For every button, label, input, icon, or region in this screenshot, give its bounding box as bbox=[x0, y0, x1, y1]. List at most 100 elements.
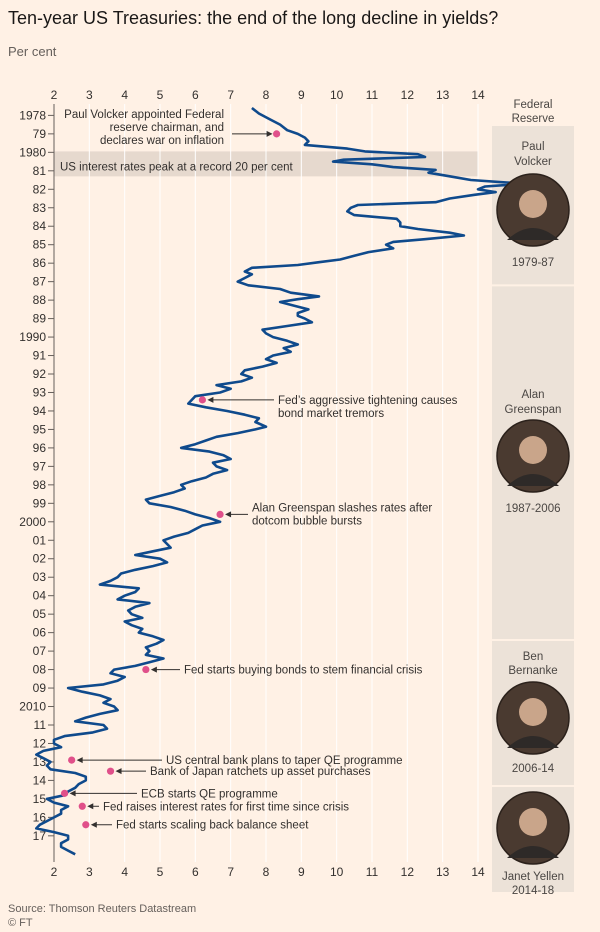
annotation-balance-sheet-arrowhead bbox=[90, 821, 97, 828]
y-tick-label: 17 bbox=[33, 829, 47, 843]
y-tick-label: 95 bbox=[33, 422, 47, 436]
annotation-volcker-line3: declares war on inflation bbox=[100, 135, 224, 147]
y-tick-label: 2010 bbox=[19, 700, 46, 714]
annotation-boj-text: Bank of Japan ratchets up asset purchase… bbox=[150, 766, 371, 778]
y-tick-label: 09 bbox=[33, 681, 47, 695]
annotation-balance-sheet-marker bbox=[82, 821, 90, 829]
fed-chair-portrait-shoulders bbox=[507, 846, 559, 858]
yield-chart: 2233445566778899101011111212131314141978… bbox=[19, 88, 574, 897]
annotation-tightening-arrowhead bbox=[207, 396, 214, 403]
x-tick-label-top: 13 bbox=[436, 88, 450, 102]
yield-line bbox=[34, 106, 526, 856]
y-tick-label: 98 bbox=[33, 478, 47, 492]
y-tick-label: 85 bbox=[33, 238, 47, 252]
fed-chair-portrait-face bbox=[519, 698, 547, 726]
x-tick-label-top: 8 bbox=[263, 88, 270, 102]
x-tick-label-top: 5 bbox=[157, 88, 164, 102]
x-tick-label-bottom: 4 bbox=[121, 865, 128, 879]
y-tick-label: 79 bbox=[33, 127, 47, 141]
y-tick-label: 1978 bbox=[19, 108, 46, 122]
x-tick-label-bottom: 6 bbox=[192, 865, 199, 879]
annotation-balance-sheet-text: Fed starts scaling back balance sheet bbox=[116, 820, 309, 832]
y-tick-label: 01 bbox=[33, 533, 47, 547]
annotation-tightening-marker bbox=[198, 396, 206, 404]
y-tick-label: 88 bbox=[33, 293, 47, 307]
y-tick-label: 03 bbox=[33, 570, 47, 584]
fed-chair-term: 1987-2006 bbox=[506, 503, 561, 515]
annotation-ecb-marker bbox=[61, 789, 69, 797]
annotation-tightening-line2: bond market tremors bbox=[278, 408, 384, 420]
annotation-boj-arrowhead bbox=[115, 768, 122, 775]
axis-unit-label: Per cent bbox=[8, 44, 57, 59]
annotation-ecb-arrowhead bbox=[69, 790, 76, 797]
annotation-fed-raise-marker bbox=[78, 802, 86, 810]
y-tick-label: 16 bbox=[33, 810, 47, 824]
y-tick-label: 92 bbox=[33, 367, 47, 381]
y-tick-label: 2000 bbox=[19, 515, 46, 529]
fed-panel-background bbox=[492, 126, 574, 892]
annotation-volcker-line2: reserve chairman, and bbox=[110, 122, 224, 134]
x-tick-label-bottom: 12 bbox=[401, 865, 415, 879]
fed-panel-heading-line2: Reserve bbox=[512, 113, 555, 125]
fed-chair-portrait-shoulders bbox=[507, 228, 559, 240]
annotation-crisis-text: Fed starts buying bonds to stem financia… bbox=[184, 665, 423, 677]
chart-title: Ten-year US Treasuries: the end of the l… bbox=[8, 8, 499, 28]
y-tick-label: 84 bbox=[33, 219, 47, 233]
fed-chair-name: Bernanke bbox=[508, 665, 557, 677]
fed-chair-portrait-shoulders bbox=[507, 474, 559, 486]
x-tick-label-top: 10 bbox=[330, 88, 344, 102]
annotation-volcker-line1: Paul Volcker appointed Federal bbox=[64, 109, 224, 121]
fed-chair-name: Alan bbox=[521, 389, 544, 401]
source-note: Source: Thomson Reuters Datastream bbox=[8, 903, 197, 915]
annotation-volcker-arrowhead bbox=[266, 130, 273, 137]
y-tick-label: 07 bbox=[33, 644, 47, 658]
y-tick-label: 93 bbox=[33, 385, 47, 399]
y-tick-label: 11 bbox=[34, 718, 47, 732]
y-tick-label: 15 bbox=[33, 792, 47, 806]
x-tick-label-top: 14 bbox=[471, 88, 485, 102]
fed-chair-name: Greenspan bbox=[505, 404, 562, 416]
y-tick-label: 97 bbox=[33, 459, 47, 473]
x-tick-label-top: 6 bbox=[192, 88, 199, 102]
x-tick-label-bottom: 11 bbox=[366, 865, 379, 879]
y-tick-label: 96 bbox=[33, 441, 47, 455]
y-tick-label: 87 bbox=[33, 275, 47, 289]
annotation-dotcom-line1: Alan Greenspan slashes rates after bbox=[252, 502, 432, 514]
x-tick-label-top: 2 bbox=[51, 88, 58, 102]
y-tick-label: 04 bbox=[33, 589, 47, 603]
annotation-tightening-line1: Fed’s aggressive tightening causes bbox=[278, 395, 458, 407]
annotation-volcker-marker bbox=[273, 130, 281, 138]
annotation-dotcom-arrowhead bbox=[225, 511, 232, 518]
fed-chair-name: Volcker bbox=[514, 156, 552, 168]
annotation-taper-text: US central bank plans to taper QE progra… bbox=[166, 755, 403, 767]
annotation-fed-raise-text: Fed raises interest rates for first time… bbox=[103, 801, 349, 813]
x-tick-label-bottom: 8 bbox=[263, 865, 270, 879]
peak-band-label: US interest rates peak at a record 20 pe… bbox=[60, 161, 293, 173]
y-tick-label: 89 bbox=[33, 312, 47, 326]
y-tick-label: 1980 bbox=[19, 145, 46, 159]
x-tick-label-bottom: 9 bbox=[298, 865, 305, 879]
brand-mark: © FT bbox=[8, 917, 33, 929]
x-tick-label-top: 3 bbox=[86, 88, 93, 102]
fed-chair-term: 2006-14 bbox=[512, 763, 555, 775]
fed-chair-name: Janet Yellen bbox=[502, 871, 564, 883]
fed-chair-portrait-face bbox=[519, 808, 547, 836]
y-tick-label: 86 bbox=[33, 256, 47, 270]
y-tick-label: 08 bbox=[33, 663, 47, 677]
y-tick-label: 02 bbox=[33, 552, 47, 566]
fed-chair-portrait-face bbox=[519, 436, 547, 464]
x-tick-label-top: 9 bbox=[298, 88, 305, 102]
fed-chair-term: 1979-87 bbox=[512, 257, 554, 269]
fed-chair-portrait-shoulders bbox=[507, 736, 559, 748]
annotation-taper-marker bbox=[68, 756, 76, 764]
y-tick-label: 05 bbox=[33, 607, 47, 621]
x-tick-label-top: 4 bbox=[121, 88, 128, 102]
x-tick-label-bottom: 14 bbox=[471, 865, 485, 879]
x-tick-label-bottom: 3 bbox=[86, 865, 93, 879]
annotation-crisis-marker bbox=[142, 665, 150, 674]
y-tick-label: 14 bbox=[33, 773, 47, 787]
y-tick-label: 99 bbox=[33, 496, 47, 510]
annotation-dotcom-marker bbox=[216, 510, 224, 519]
x-tick-label-bottom: 5 bbox=[157, 865, 164, 879]
fed-chair-portrait-face bbox=[519, 190, 547, 218]
